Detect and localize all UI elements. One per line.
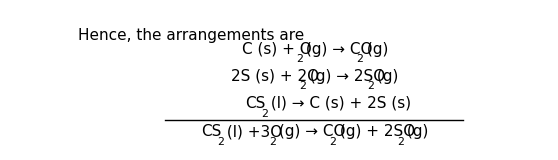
Text: (g): (g) <box>402 124 429 139</box>
Text: 2: 2 <box>330 137 336 147</box>
Text: 2: 2 <box>367 81 374 91</box>
Text: (g): (g) <box>362 42 388 57</box>
Text: 2: 2 <box>296 54 302 64</box>
Text: (g) + 2SO: (g) + 2SO <box>335 124 415 139</box>
Text: CS: CS <box>245 96 266 111</box>
Text: 2S (s) + 2O: 2S (s) + 2O <box>231 69 319 84</box>
Text: CS: CS <box>201 124 222 139</box>
Text: (g) → CO: (g) → CO <box>301 42 373 57</box>
Text: 2: 2 <box>217 137 224 147</box>
Text: Hence, the arrangements are: Hence, the arrangements are <box>78 28 305 43</box>
Text: 2: 2 <box>261 108 268 119</box>
Text: (g): (g) <box>372 69 398 84</box>
Text: 2: 2 <box>269 137 276 147</box>
Text: 2: 2 <box>397 137 404 147</box>
Text: (l) → C (s) + 2S (s): (l) → C (s) + 2S (s) <box>266 96 411 111</box>
Text: C (s) + O: C (s) + O <box>242 42 311 57</box>
Text: (l) +3O: (l) +3O <box>222 124 282 139</box>
Text: (g) → CO: (g) → CO <box>274 124 345 139</box>
Text: 2: 2 <box>357 54 363 64</box>
Text: 2: 2 <box>300 81 306 91</box>
Text: (g) → 2SO: (g) → 2SO <box>305 69 385 84</box>
